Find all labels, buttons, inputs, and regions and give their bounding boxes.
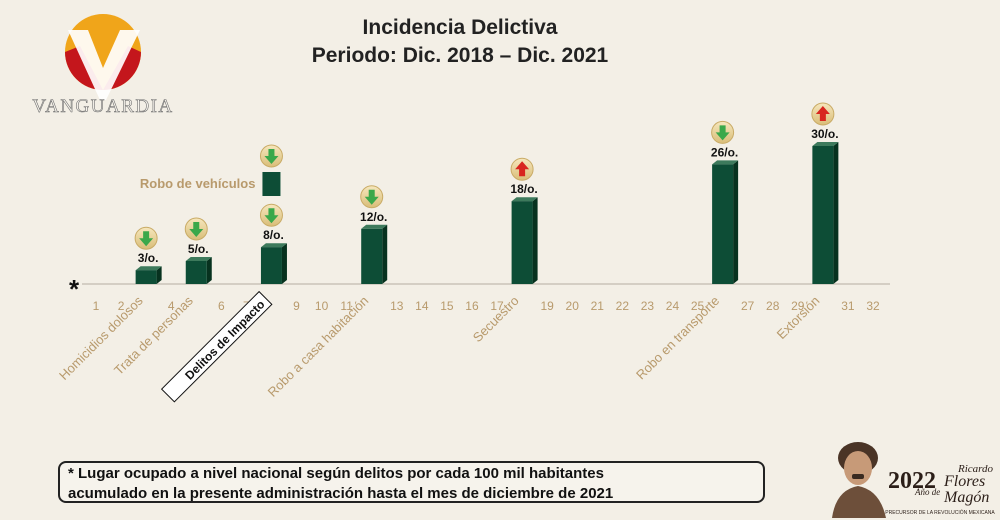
bar-26: [712, 160, 739, 284]
data-label: 30/o.: [811, 127, 838, 141]
footnote-line2: acumulado en la presente administración …: [68, 485, 614, 502]
x-tick-label: 29: [791, 299, 805, 313]
bar-8: [260, 243, 287, 284]
badge-name2: Flores: [943, 473, 985, 490]
x-tick-label: 10: [315, 299, 329, 313]
axis-asterisk: *: [69, 274, 80, 304]
bar-12: [361, 224, 388, 284]
x-tick-label: 25: [691, 299, 705, 313]
trend-down-icon: [259, 144, 283, 168]
x-tick-label: 15: [440, 299, 454, 313]
trend-down-icon: [134, 226, 158, 250]
x-tick-label: 4: [168, 299, 175, 313]
footnote: * Lugar ocupado a nivel nacional según d…: [58, 461, 765, 503]
badge-year: 2022: [888, 468, 936, 494]
trend-up-icon: [811, 102, 835, 126]
data-label: 8/o.: [263, 228, 284, 242]
x-tick-label: 19: [540, 299, 554, 313]
footnote-line1: * Lugar ocupado a nivel nacional según d…: [68, 465, 604, 482]
x-tick-label: 32: [866, 299, 880, 313]
x-tick-label: 6: [218, 299, 225, 313]
x-tick-label: 1: [93, 299, 100, 313]
data-label: 18/o.: [510, 182, 537, 196]
data-label: 5/o.: [188, 242, 209, 256]
flores-magon-2022-badge: 2022 Ricardo Flores Año de Magón PRECURS…: [832, 442, 995, 518]
robo-vehiculos-marker: [262, 172, 281, 196]
x-tick-label: 13: [390, 299, 404, 313]
bar-18: [511, 197, 538, 284]
robo-vehiculos-label: Robo de vehículos: [140, 176, 256, 191]
bar-30: [812, 142, 839, 284]
x-tick-label: 27: [741, 299, 755, 313]
x-tick-label: 28: [766, 299, 780, 313]
bar-5: [185, 257, 212, 284]
vanguardia-logo: VANGUARDIA: [32, 14, 173, 117]
bar-3: [135, 266, 162, 284]
badge-tagline: PRECURSOR DE LA REVOLUCIÓN MEXICANA: [885, 509, 995, 516]
x-tick-label: 24: [666, 299, 680, 313]
x-tick-label: 9: [293, 299, 300, 313]
trend-up-icon: [510, 157, 534, 181]
trend-down-icon: [259, 203, 283, 227]
trend-down-icon: [711, 120, 735, 144]
x-tick-label: 31: [841, 299, 855, 313]
chart-title-line2: Periodo: Dic. 2018 – Dic. 2021: [311, 44, 609, 67]
data-label: 12/o.: [360, 210, 387, 224]
x-tick-label: 21: [591, 299, 605, 313]
badge-name3: Magón: [943, 489, 989, 506]
category-label: Homicidios dolosos: [56, 293, 146, 383]
x-tick-label: 20: [566, 299, 580, 313]
logo-wordmark: VANGUARDIA: [32, 96, 173, 117]
x-tick-label: 23: [641, 299, 655, 313]
x-tick-label: 2: [118, 299, 125, 313]
badge-name1: Ricardo: [957, 463, 994, 475]
trend-down-icon: [360, 185, 384, 209]
chart-title-line1: Incidencia Delictiva: [362, 16, 558, 39]
x-tick-label: 17: [490, 299, 504, 313]
x-tick-label: 22: [616, 299, 630, 313]
x-tick-label: 16: [465, 299, 479, 313]
trend-down-icon: [184, 217, 208, 241]
x-tick-label: 11: [340, 299, 353, 313]
chart-title: Incidencia Delictiva Periodo: Dic. 2018 …: [200, 14, 720, 70]
data-label: 26/o.: [711, 145, 738, 159]
bar-chart: *124679101113141516171920212223242527282…: [56, 102, 890, 403]
badge-subtitle: Año de: [914, 487, 940, 497]
x-tick-label: 14: [415, 299, 429, 313]
category-label: Delitos de Impacto: [182, 297, 267, 382]
data-label: 3/o.: [138, 251, 159, 265]
